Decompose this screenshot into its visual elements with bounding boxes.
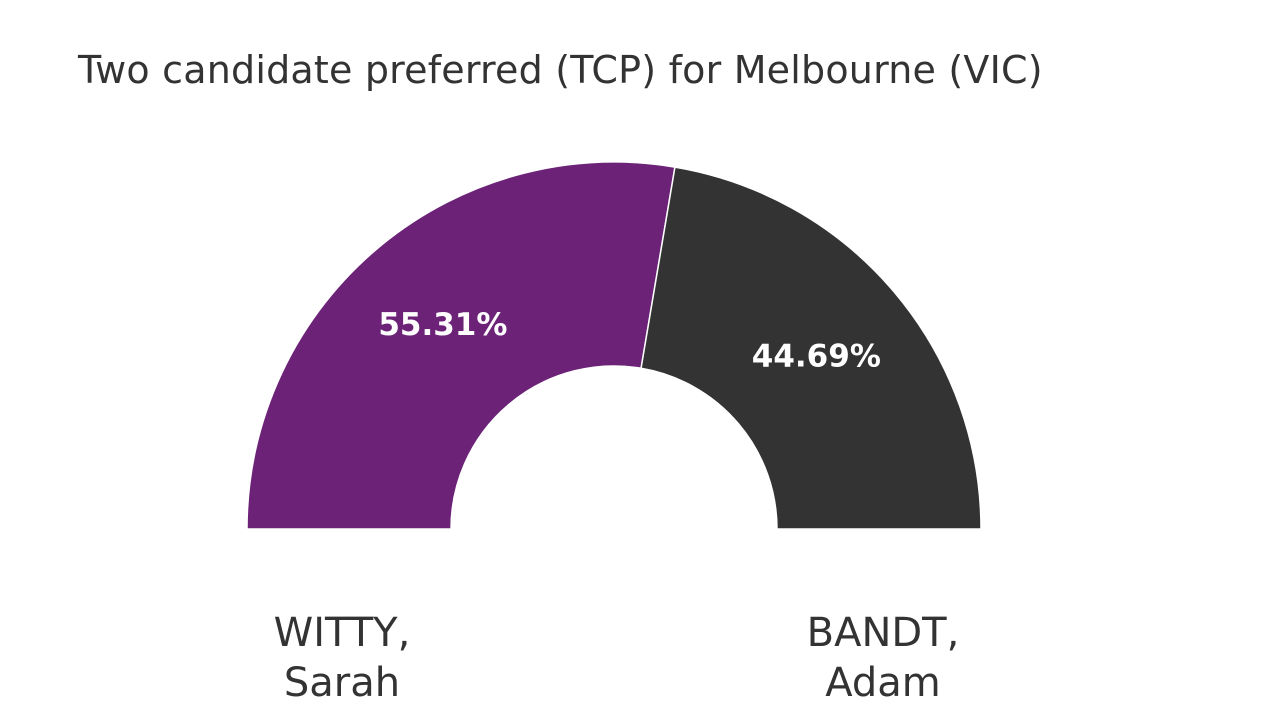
candidate-given-name: Adam: [825, 660, 941, 706]
candidate-surname: BANDT,: [806, 610, 960, 656]
slice-bandt: [640, 166, 982, 530]
data-label-bandt: 44.69%: [752, 338, 881, 374]
candidate-surname: WITTY,: [273, 610, 411, 656]
data-label-witty: 55.31%: [378, 307, 507, 343]
candidate-given-name: Sarah: [283, 660, 401, 706]
candidate-label-witty: WITTY, Sarah: [192, 608, 492, 708]
slice-witty: [246, 161, 676, 530]
candidate-label-bandt: BANDT, Adam: [733, 608, 1033, 708]
chart-title: Two candidate preferred (TCP) for Melbou…: [78, 48, 1043, 92]
